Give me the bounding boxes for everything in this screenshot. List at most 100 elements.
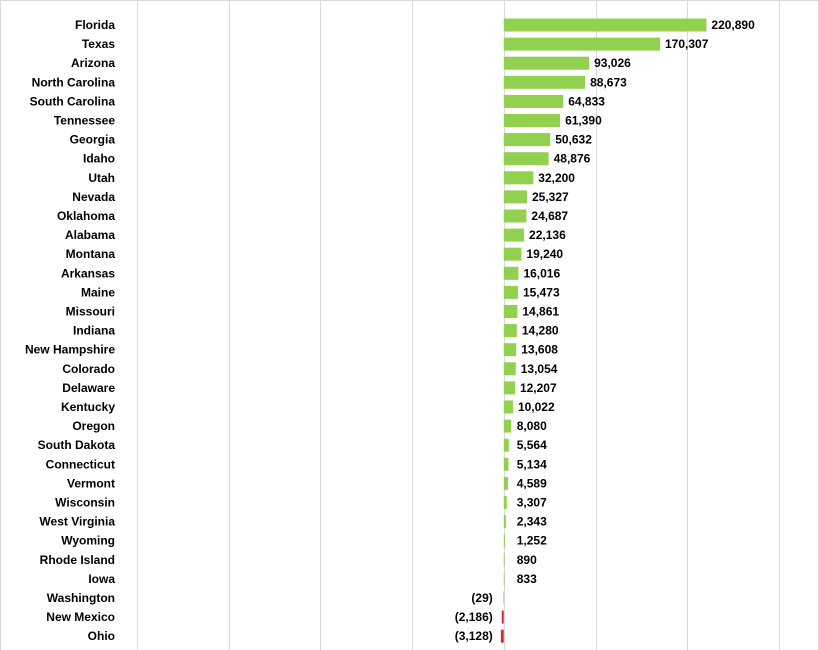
- category-label-16: Indiana: [73, 324, 115, 338]
- category-label-0: Florida: [75, 18, 115, 32]
- category-label-6: Georgia: [70, 133, 116, 147]
- bar-26: [503, 515, 506, 529]
- value-label-18: 13,054: [521, 362, 558, 376]
- value-label-15: 14,861: [522, 305, 559, 319]
- category-label-24: Vermont: [67, 476, 115, 490]
- value-label-1: 170,307: [665, 37, 709, 51]
- gridlines: [137, 0, 780, 650]
- value-label-20: 10,022: [518, 400, 555, 414]
- bar-13: [503, 266, 519, 280]
- bar-8: [503, 171, 534, 185]
- value-label-22: 5,564: [517, 438, 547, 452]
- bar-23: [503, 457, 509, 471]
- category-label-25: Wisconsin: [55, 496, 115, 510]
- value-label-11: 22,136: [529, 228, 566, 242]
- category-label-7: Idaho: [83, 152, 115, 166]
- value-label-10: 24,687: [531, 209, 568, 223]
- value-label-32: (3,128): [455, 629, 493, 643]
- category-label-3: North Carolina: [32, 75, 116, 89]
- bar-6: [503, 133, 551, 147]
- bar-19: [503, 381, 515, 395]
- bar-24: [503, 476, 508, 490]
- value-label-3: 88,673: [590, 75, 627, 89]
- category-label-21: Oregon: [72, 419, 115, 433]
- value-label-14: 15,473: [523, 285, 560, 299]
- category-label-11: Alabama: [65, 228, 115, 242]
- category-label-32: Ohio: [88, 629, 115, 643]
- category-label-15: Missouri: [66, 305, 115, 319]
- category-label-19: Delaware: [62, 381, 115, 395]
- bar-5: [503, 114, 561, 127]
- category-label-27: Wyoming: [61, 534, 115, 548]
- value-label-19: 12,207: [520, 381, 557, 395]
- value-label-17: 13,608: [521, 343, 558, 357]
- value-label-31: (2,186): [455, 610, 493, 624]
- bar-32: [500, 629, 504, 643]
- bar-0: [503, 18, 707, 32]
- value-label-12: 19,240: [526, 247, 563, 261]
- category-label-26: West Virginia: [39, 515, 115, 529]
- category-labels: Florida Texas Arizona North Carolina South C…: [25, 18, 115, 643]
- value-label-2: 93,026: [594, 56, 631, 70]
- bar-20: [503, 400, 513, 414]
- bar-9: [503, 190, 527, 204]
- bar-3: [503, 75, 586, 89]
- value-label-9: 25,327: [532, 190, 569, 204]
- bar-22: [503, 438, 509, 452]
- value-label-13: 16,016: [523, 266, 560, 280]
- bar-17: [503, 343, 517, 357]
- bar-2: [503, 56, 590, 70]
- bar-10: [503, 209, 527, 223]
- category-label-14: Maine: [81, 285, 115, 299]
- value-label-7: 48,876: [554, 152, 591, 166]
- bar-16: [503, 324, 517, 338]
- bar-31: [501, 610, 504, 624]
- category-label-28: Rhode Island: [40, 553, 115, 567]
- category-label-13: Arkansas: [61, 266, 115, 280]
- value-label-23: 5,134: [517, 457, 547, 471]
- value-label-24: 4,589: [517, 476, 547, 490]
- category-label-17: New Hampshire: [25, 343, 115, 357]
- value-label-6: 50,632: [555, 133, 592, 147]
- value-label-8: 32,200: [538, 171, 575, 185]
- value-label-27: 1,252: [517, 534, 547, 548]
- category-label-31: New Mexico: [46, 610, 115, 624]
- category-label-10: Oklahoma: [57, 209, 115, 223]
- category-label-9: Nevada: [72, 190, 115, 204]
- category-label-12: Montana: [66, 247, 116, 261]
- value-label-21: 8,080: [517, 419, 547, 433]
- bar-27: [503, 534, 505, 548]
- category-label-18: Colorado: [62, 362, 115, 376]
- bar-4: [503, 94, 564, 108]
- bar-25: [503, 496, 507, 509]
- bar-29: [503, 572, 505, 586]
- category-label-8: Utah: [88, 171, 115, 185]
- bar-7: [503, 152, 549, 166]
- bar-1: [503, 37, 661, 51]
- category-label-1: Texas: [82, 37, 115, 51]
- bar-15: [503, 305, 518, 318]
- bars: [500, 18, 707, 643]
- value-label-4: 64,833: [568, 94, 605, 108]
- value-label-16: 14,280: [522, 324, 559, 338]
- category-label-22: South Dakota: [38, 438, 116, 452]
- value-label-26: 2,343: [517, 515, 547, 529]
- value-label-5: 61,390: [565, 114, 602, 128]
- bar-11: [503, 228, 525, 242]
- bar-18: [503, 362, 516, 376]
- value-label-0: 220,890: [711, 18, 755, 32]
- bar-14: [503, 285, 518, 299]
- value-label-25: 3,307: [517, 496, 547, 510]
- value-label-30: (29): [471, 591, 492, 605]
- value-label-29: 833: [517, 572, 537, 586]
- bar-21: [503, 419, 512, 433]
- category-label-29: Iowa: [88, 572, 115, 586]
- bar-28: [503, 553, 505, 567]
- category-label-30: Washington: [47, 591, 115, 605]
- category-label-4: South Carolina: [30, 94, 116, 108]
- category-label-5: Tennessee: [54, 114, 115, 128]
- value-label-28: 890: [517, 553, 537, 567]
- category-label-20: Kentucky: [61, 400, 115, 414]
